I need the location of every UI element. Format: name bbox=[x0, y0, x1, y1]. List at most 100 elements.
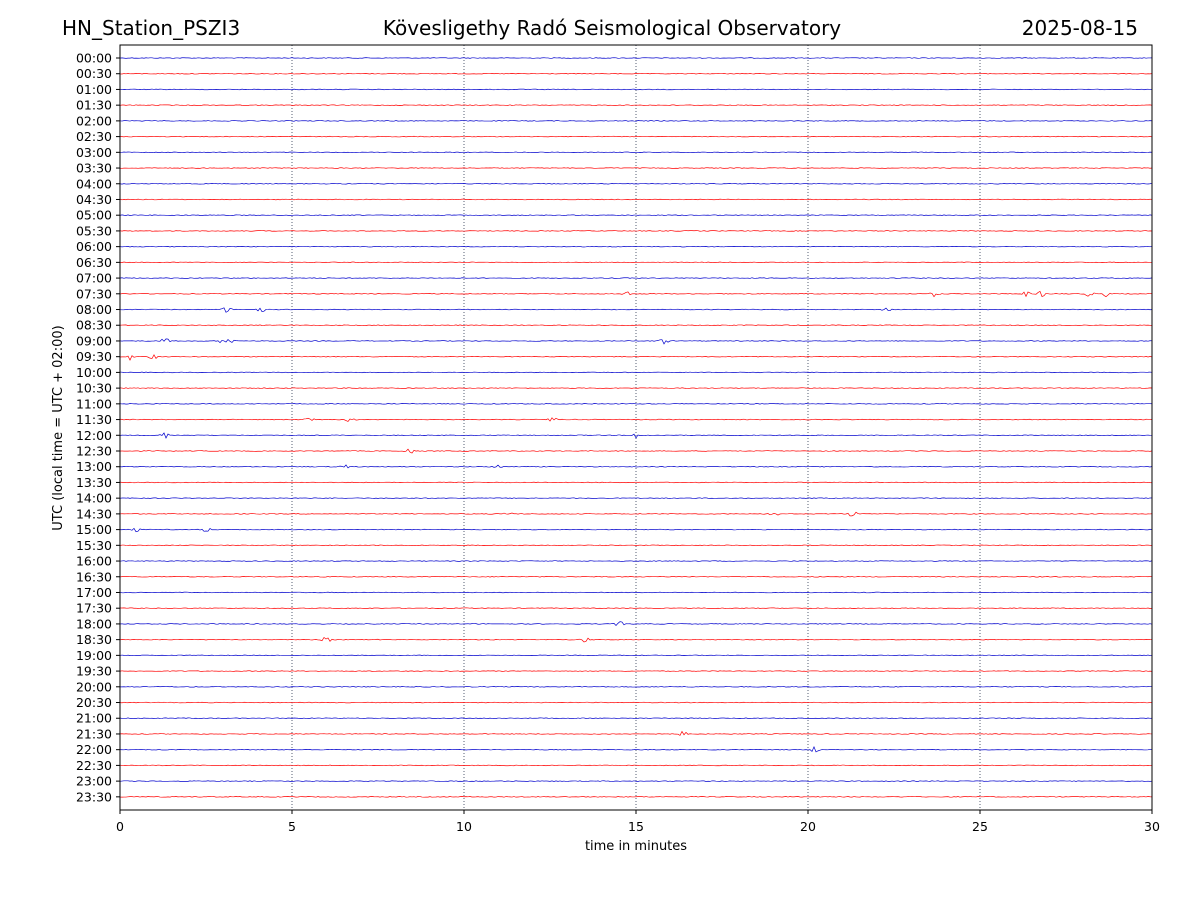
trace-1600 bbox=[119, 560, 1153, 562]
trace-1230 bbox=[119, 448, 1153, 454]
y-tick-label-1200: 12:00 bbox=[76, 428, 112, 443]
trace-1300 bbox=[119, 464, 1153, 469]
y-tick-label-0600: 06:00 bbox=[76, 239, 112, 254]
x-tick-label-0: 0 bbox=[116, 819, 124, 834]
trace-0230 bbox=[119, 135, 1153, 138]
y-tick-label-1930: 19:30 bbox=[76, 664, 112, 679]
trace-2000 bbox=[119, 686, 1153, 688]
y-tick-label-1530: 15:30 bbox=[76, 538, 112, 553]
trace-1700 bbox=[119, 591, 1153, 594]
y-tick-label-0230: 02:30 bbox=[76, 129, 112, 144]
plot-frame bbox=[119, 44, 1153, 811]
y-tick-label-2300: 23:00 bbox=[76, 774, 112, 789]
trace-1100 bbox=[119, 403, 1153, 405]
x-axis-label: time in minutes bbox=[585, 839, 687, 854]
x-tick-label-25: 25 bbox=[972, 819, 988, 834]
y-tick-label-1130: 11:30 bbox=[76, 412, 112, 427]
trace-0630 bbox=[120, 261, 1153, 264]
trace-1430 bbox=[119, 511, 1153, 517]
trace-1130 bbox=[119, 417, 1153, 422]
trace-1500 bbox=[119, 527, 1153, 533]
trace-2100 bbox=[119, 717, 1153, 719]
chart-date: 2025-08-15 bbox=[1022, 16, 1138, 40]
trace-2200 bbox=[119, 746, 1153, 753]
y-tick-label-1400: 14:00 bbox=[76, 491, 112, 506]
y-tick-label-1430: 14:30 bbox=[76, 506, 112, 521]
y-tick-label-0930: 09:30 bbox=[76, 349, 112, 364]
y-tick-label-0130: 01:30 bbox=[76, 98, 112, 113]
trace-0500 bbox=[119, 214, 1153, 216]
x-tick-label-10: 10 bbox=[456, 819, 472, 834]
trace-0430 bbox=[119, 198, 1153, 201]
y-tick-label-1900: 19:00 bbox=[76, 648, 112, 663]
trace-0600 bbox=[119, 245, 1153, 248]
trace-2300 bbox=[119, 780, 1153, 782]
trace-2130 bbox=[119, 730, 1153, 736]
y-tick-label-2330: 23:30 bbox=[76, 789, 112, 804]
trace-0730 bbox=[119, 290, 1153, 298]
trace-2230 bbox=[119, 764, 1153, 767]
x-tick-label-5: 5 bbox=[288, 819, 296, 834]
y-tick-label-1830: 18:30 bbox=[76, 632, 112, 647]
y-tick-label-0400: 04:00 bbox=[76, 176, 112, 191]
trace-1530 bbox=[119, 544, 1153, 547]
y-tick-label-1700: 17:00 bbox=[76, 585, 112, 600]
y-tick-label-2000: 20:00 bbox=[76, 679, 112, 694]
y-tick-label-1800: 18:00 bbox=[76, 616, 112, 631]
trace-0800 bbox=[119, 307, 1153, 313]
y-tick-label-0000: 00:00 bbox=[76, 51, 112, 66]
y-tick-label-0700: 07:00 bbox=[76, 271, 112, 286]
y-tick-label-0730: 07:30 bbox=[76, 286, 112, 301]
trace-1030 bbox=[119, 387, 1153, 389]
trace-1000 bbox=[119, 371, 1153, 374]
trace-0330 bbox=[119, 167, 1153, 169]
y-tick-label-1300: 13:00 bbox=[76, 459, 112, 474]
trace-0830 bbox=[119, 324, 1153, 326]
y-tick-label-0500: 05:00 bbox=[76, 208, 112, 223]
trace-2030 bbox=[119, 701, 1153, 704]
station-id: HN_Station_PSZI3 bbox=[62, 16, 240, 40]
trace-0200 bbox=[119, 120, 1153, 122]
y-tick-label-0030: 00:30 bbox=[76, 66, 112, 81]
y-tick-label-0300: 03:00 bbox=[76, 145, 112, 160]
y-tick-label-1100: 11:00 bbox=[76, 396, 112, 411]
y-tick-label-2200: 22:00 bbox=[76, 742, 112, 757]
y-tick-label-0900: 09:00 bbox=[76, 333, 112, 348]
y-tick-label-0800: 08:00 bbox=[76, 302, 112, 317]
y-tick-label-0100: 01:00 bbox=[76, 82, 112, 97]
chart-title: Kövesligethy Radó Seismological Observat… bbox=[383, 16, 841, 40]
trace-0930 bbox=[119, 354, 1153, 361]
trace-0100 bbox=[119, 88, 1153, 91]
vertical-grid bbox=[291, 45, 981, 810]
y-tick-label-1600: 16:00 bbox=[76, 554, 112, 569]
trace-0900 bbox=[119, 338, 1153, 345]
y-tick-label-0200: 02:00 bbox=[76, 113, 112, 128]
trace-1930 bbox=[119, 670, 1153, 672]
trace-1830 bbox=[119, 636, 1153, 643]
y-tick-label-2130: 21:30 bbox=[76, 726, 112, 741]
y-tick-label-0430: 04:30 bbox=[76, 192, 112, 207]
trace-1200 bbox=[119, 432, 1153, 439]
trace-0700 bbox=[119, 277, 1153, 279]
x-tick-label-30: 30 bbox=[1144, 819, 1160, 834]
y-tick-label-0530: 05:30 bbox=[76, 223, 112, 238]
trace-2330 bbox=[119, 796, 1153, 798]
y-tick-label-1230: 12:30 bbox=[76, 444, 112, 459]
y-tick-label-0330: 03:30 bbox=[76, 161, 112, 176]
seismic-traces bbox=[119, 57, 1153, 798]
trace-1730 bbox=[119, 607, 1153, 609]
y-tick-label-1330: 13:30 bbox=[76, 475, 112, 490]
trace-0530 bbox=[119, 230, 1153, 232]
trace-0030 bbox=[119, 73, 1153, 75]
y-tick-label-1000: 10:00 bbox=[76, 365, 112, 380]
y-tick-label-2230: 22:30 bbox=[76, 758, 112, 773]
y-tick-label-1630: 16:30 bbox=[76, 569, 112, 584]
trace-1900 bbox=[119, 654, 1153, 657]
trace-0000 bbox=[119, 57, 1153, 59]
x-axis-ticks: 0 5 10 15 20 25 30 bbox=[116, 810, 1160, 834]
y-tick-label-0830: 08:30 bbox=[76, 318, 112, 333]
trace-1400 bbox=[119, 497, 1153, 499]
y-tick-label-1730: 17:30 bbox=[76, 601, 112, 616]
trace-1630 bbox=[119, 576, 1153, 578]
